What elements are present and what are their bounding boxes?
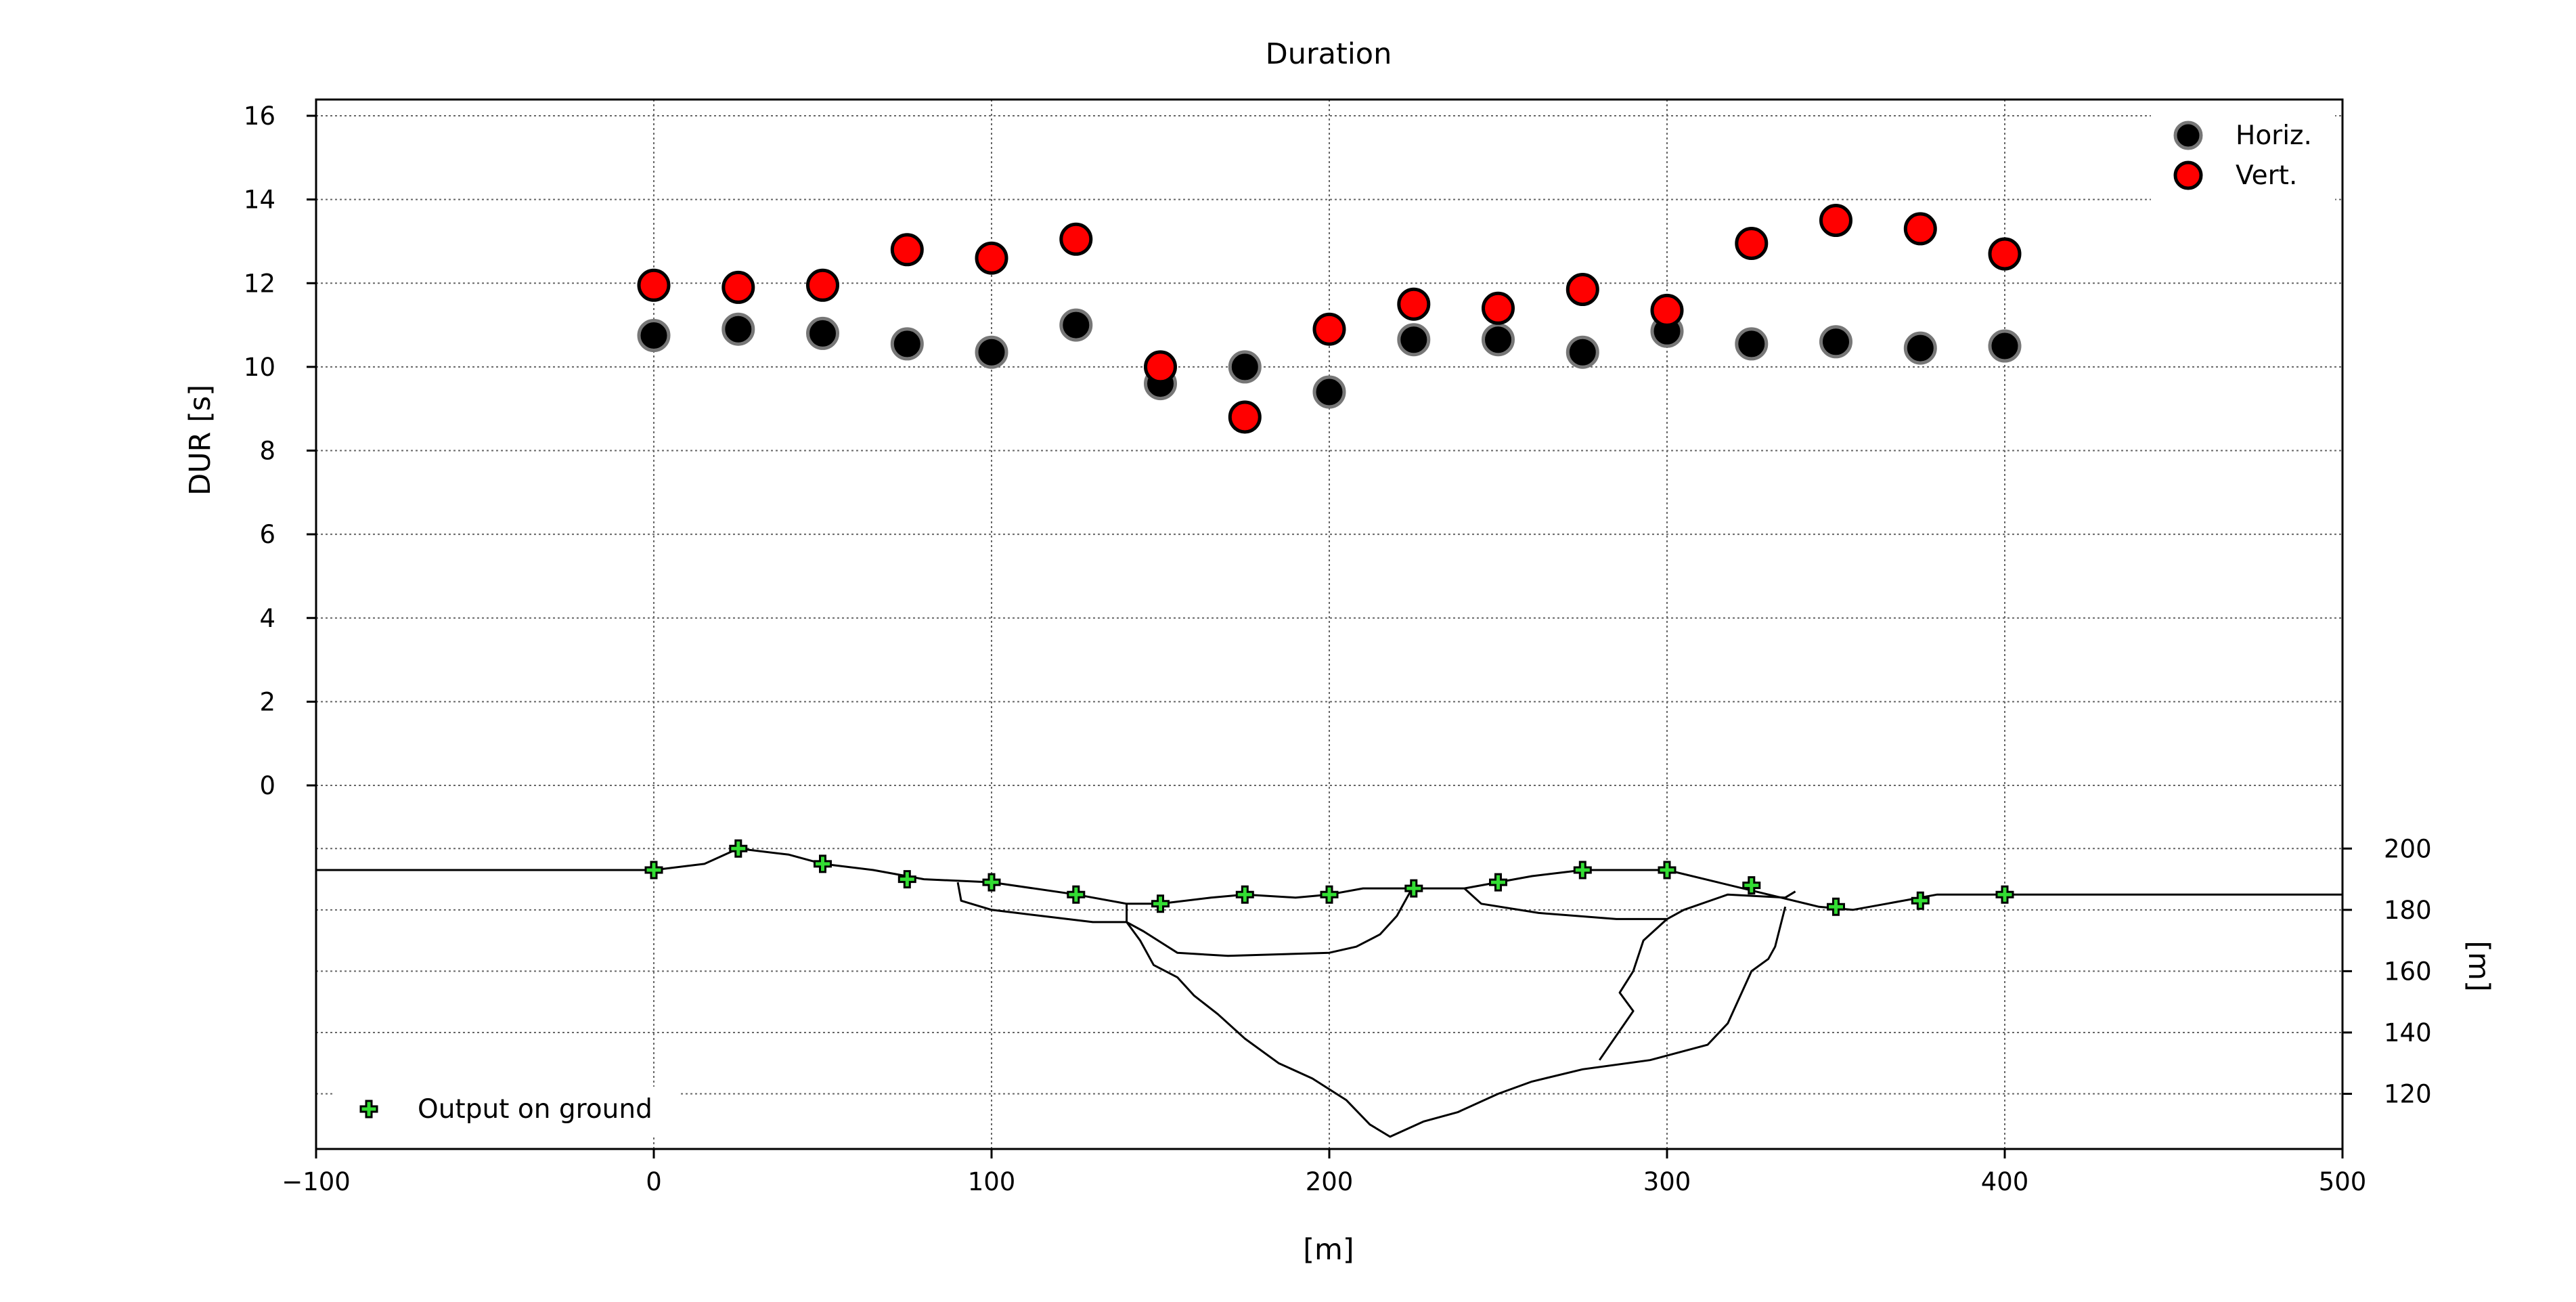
profile-line — [1598, 918, 1668, 1061]
ground-profile — [316, 847, 2342, 1138]
horiz-point — [1988, 329, 2022, 363]
x-tick-label: 300 — [1643, 1167, 1691, 1196]
horiz-point — [1059, 308, 1093, 342]
y-tick-label: 2 — [259, 687, 275, 716]
vert-point — [806, 268, 839, 302]
vert-point — [1735, 227, 1769, 260]
profile-line — [1126, 887, 1415, 957]
legend-horiz-label: Horiz. — [2236, 121, 2312, 151]
ground-output-marker — [1320, 885, 1339, 904]
ground-output-marker — [1911, 891, 1930, 910]
vert-point — [890, 233, 924, 267]
x-tick-label: 200 — [1306, 1167, 1354, 1196]
horiz-point — [1482, 323, 1515, 357]
vert-point — [1059, 222, 1093, 256]
legend-ground: Output on ground — [335, 1087, 680, 1137]
horiz-point — [806, 316, 839, 350]
profile-line — [316, 847, 2342, 911]
elevation-tick-label: 140 — [2384, 1018, 2432, 1047]
vert-point — [1482, 291, 1515, 325]
x-tick-label: 0 — [646, 1167, 662, 1196]
ground-output-marker — [1995, 885, 2014, 904]
vert-point — [1397, 287, 1431, 321]
y-tick-label: 0 — [259, 771, 275, 800]
horiz-point — [1903, 331, 1937, 365]
horiz-point — [1735, 327, 1769, 361]
vert-point — [1650, 293, 1684, 327]
horiz-point — [1397, 323, 1431, 357]
horiz-point — [975, 335, 1008, 369]
vert-point — [1565, 273, 1599, 306]
y-tick-label: 8 — [259, 437, 275, 466]
legend-ground-marker — [359, 1100, 378, 1119]
horiz-point — [1312, 375, 1346, 409]
elevation-tick-label: 180 — [2384, 896, 2432, 925]
x-tick-label: 500 — [2319, 1167, 2367, 1196]
ground-output-marker — [982, 873, 1001, 892]
y-tick-label: 14 — [244, 186, 275, 215]
elevation-tick-label: 200 — [2384, 834, 2432, 863]
y-tick-label: 12 — [244, 269, 275, 298]
ground-output-marker — [814, 854, 832, 873]
y-tick-label: 10 — [244, 353, 275, 382]
x-axis-label: [m] — [1303, 1233, 1354, 1267]
right-axis-label: [m] — [2462, 940, 2495, 991]
horiz-point — [721, 312, 755, 346]
profile-line — [1463, 887, 1796, 920]
data-points — [637, 204, 2022, 916]
ground-output-marker — [1489, 873, 1507, 892]
vert-point — [1988, 237, 2022, 271]
horiz-point — [890, 327, 924, 361]
grid-lines — [316, 100, 2342, 1149]
elevation-tick-label: 120 — [2384, 1080, 2432, 1109]
y-tick-label: 6 — [259, 520, 275, 549]
elevation-tick-label: 160 — [2384, 957, 2432, 986]
axis-ticks: −100 0 100 200 300 400 500 0 2 4 6 8 10 12 14 16 120 140 1… — [244, 102, 2432, 1196]
profile-line — [956, 882, 1787, 1138]
horiz-point — [1228, 350, 1262, 384]
x-tick-label: −100 — [282, 1167, 351, 1196]
ground-output-marker — [1067, 885, 1086, 904]
vert-point — [637, 268, 671, 302]
ground-output-marker — [644, 861, 663, 880]
vert-point — [1228, 400, 1262, 434]
ground-output-marker — [729, 839, 748, 858]
x-tick-label: 400 — [1981, 1167, 2029, 1196]
y-axis-label: DUR [s] — [183, 385, 217, 496]
y-tick-label: 16 — [244, 102, 275, 131]
legend-vert-label: Vert. — [2236, 160, 2297, 191]
ground-output-marker — [1235, 885, 1254, 904]
chart-title: Duration — [1266, 37, 1392, 71]
vert-point — [1144, 350, 1177, 384]
vert-point — [1819, 204, 1852, 237]
ground-output-marker — [1404, 879, 1423, 898]
x-tick-label: 100 — [968, 1167, 1016, 1196]
vert-point — [721, 270, 755, 304]
legend-ground-background — [335, 1087, 680, 1137]
y-tick-label: 4 — [259, 604, 275, 633]
vert-point — [975, 241, 1008, 275]
ground-output-marker — [1827, 897, 1845, 916]
ground-output-marker — [1151, 894, 1170, 913]
legend-vert-marker — [2173, 160, 2203, 190]
ground-output-marker — [1742, 876, 1761, 895]
horiz-point — [1565, 335, 1599, 369]
legend-series: Horiz. Vert. — [2151, 110, 2335, 205]
vert-point — [1312, 312, 1346, 346]
horiz-point — [1819, 325, 1852, 359]
vert-point — [1903, 212, 1937, 246]
legend-horiz-marker — [2173, 121, 2203, 150]
ground-output-marker — [897, 870, 916, 889]
ground-output-marker — [1573, 861, 1592, 880]
horiz-point — [637, 319, 671, 352]
legend-ground-label: Output on ground — [418, 1094, 652, 1125]
ground-output-marker — [1658, 861, 1676, 880]
